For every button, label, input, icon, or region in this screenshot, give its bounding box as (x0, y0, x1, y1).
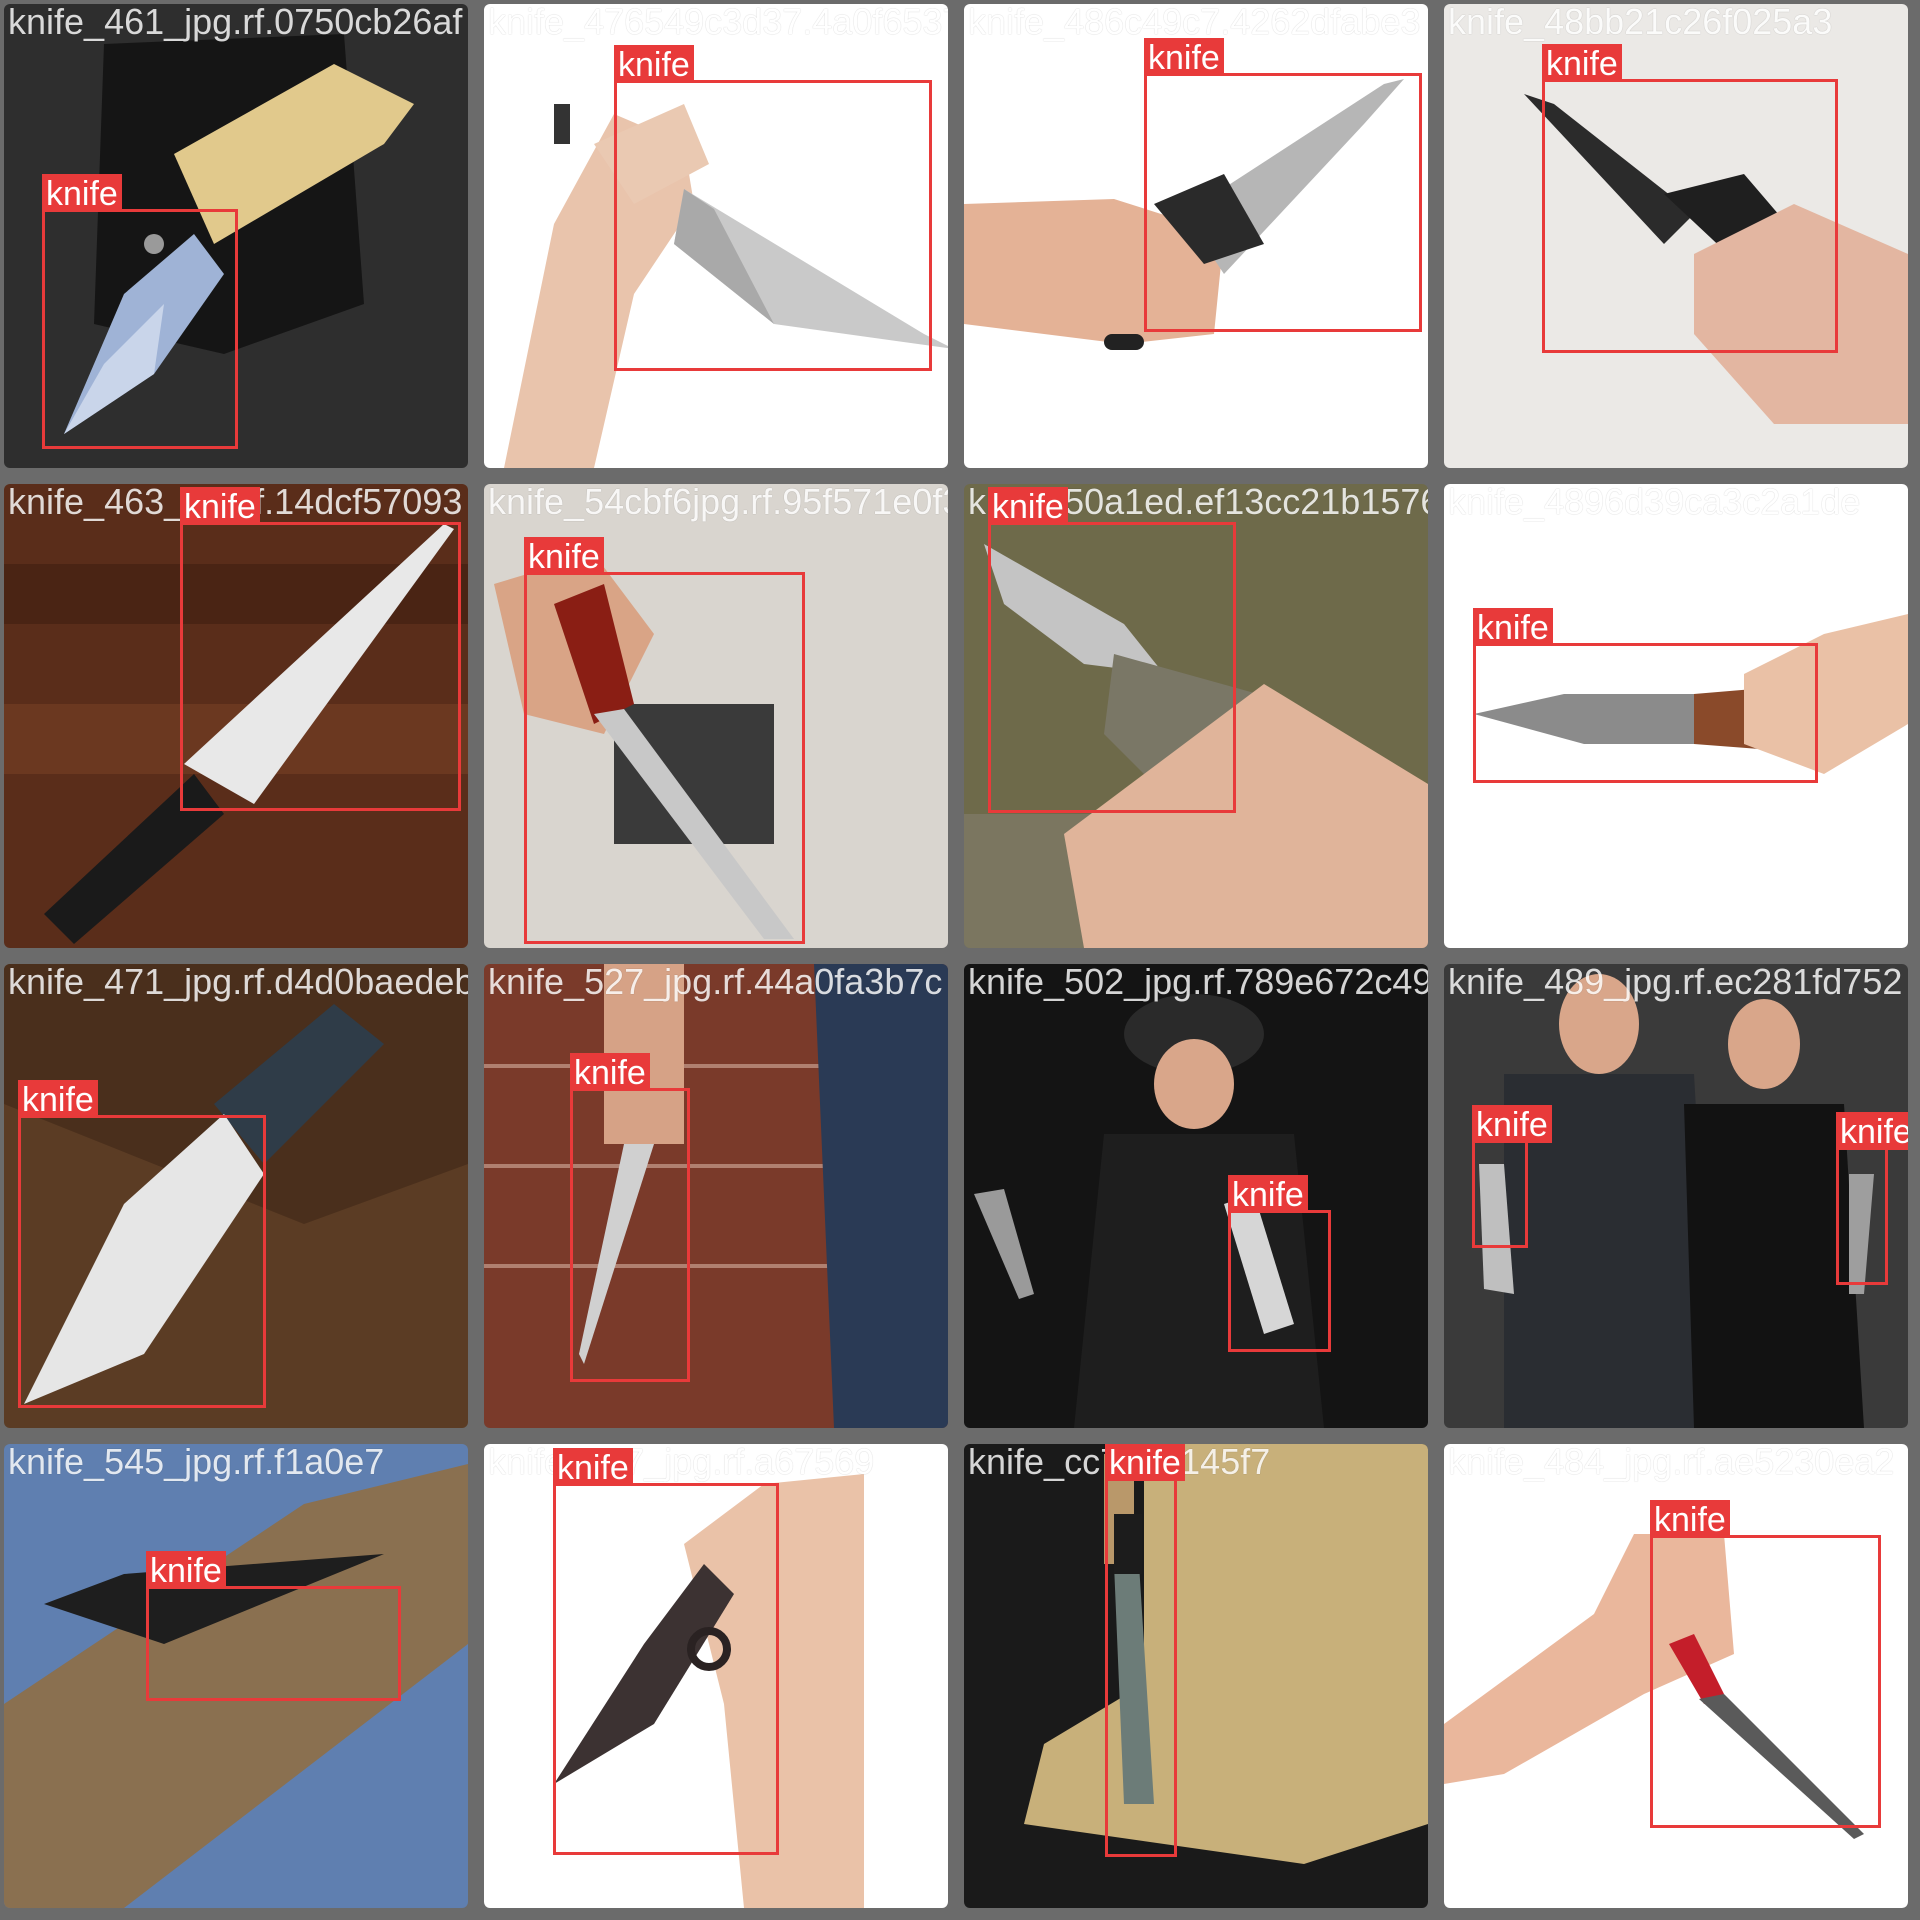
tile-filename: knife_476549c3d37.4a0f653710 (488, 4, 948, 42)
tile-16: knife_484_jpg.rf.ae5230ea2 knife (1444, 1444, 1908, 1908)
tile-filename: knife_545_jpg.rf.f1a0e7 (8, 1444, 385, 1482)
bounding-box: knife (570, 1053, 690, 1382)
tile-photo (4, 484, 468, 948)
bbox-label: knife (1473, 608, 1553, 647)
tile-2: knife_476549c3d37.4a0f653710 knife (484, 4, 948, 468)
photo-camo-folding-knife (964, 484, 1428, 948)
bounding-box: knife (1650, 1500, 1881, 1828)
tile-filename: knife_486c49c7.4262dfabe3 (968, 4, 1421, 42)
photo-bayonet-knife (964, 4, 1428, 468)
bounding-box: knife (1836, 1112, 1908, 1285)
tile-photo (1444, 484, 1908, 948)
tile-1: knife_461_jpg.rf.0750cb26af knife (4, 4, 468, 468)
tile-photo (964, 4, 1428, 468)
bbox-label: knife (524, 537, 604, 576)
tile-filename: knife_48bb21c26f025a3 (1448, 4, 1833, 42)
tile-photo (4, 964, 468, 1428)
bounding-box: knife (1473, 608, 1818, 783)
tile-10: knife_527_jpg.rf.44a0fa3b7c knife (484, 964, 948, 1428)
tile-photo (964, 964, 1428, 1428)
photo-butterfly-knife (484, 964, 948, 1428)
bbox-label: knife (1144, 38, 1224, 77)
tile-6: knife_54cbf6jpg.rf.95f571e0f35 knife (484, 484, 948, 948)
tile-8: knife_4896d39ca3c2a1de knife (1444, 484, 1908, 948)
tile-5: knife_463_jpg.rf.14dcf57093 knife (4, 484, 468, 948)
tile-photo (964, 484, 1428, 948)
bounding-box: knife (553, 1448, 779, 1855)
bbox-label: knife (1105, 1444, 1185, 1482)
bounding-box: knife (524, 537, 805, 944)
tile-14: knife_527_jpg.rf.a67569 knife (484, 1444, 948, 1908)
bounding-box: knife (1542, 44, 1838, 353)
photo-guard-knife (484, 1444, 948, 1908)
photo-horizontal-knife (1444, 484, 1908, 948)
photo-paracord-knife (484, 484, 948, 948)
bbox-label: knife (1228, 1175, 1308, 1214)
bbox-label: knife (1836, 1112, 1908, 1151)
tile-filename: knife_54cbf6jpg.rf.95f571e0f35 (488, 484, 948, 522)
tile-photo (964, 1444, 1428, 1908)
bounding-box: knife (180, 487, 461, 811)
tile-11: knife_502_jpg.rf.789e672c49 knife (964, 964, 1428, 1428)
bounding-box: knife (614, 45, 932, 371)
photo-kitchen-knife (484, 4, 948, 468)
bounding-box: knife (42, 174, 238, 449)
photo-hunting-knife (4, 964, 468, 1428)
tile-photo (484, 484, 948, 948)
tile-filename: knife_484_jpg.rf.ae5230ea2 (1448, 1444, 1895, 1482)
bbox-label: knife (988, 487, 1068, 526)
photo-finger-stab (964, 1444, 1428, 1908)
bounding-box: knife (1144, 38, 1422, 332)
bbox-label: knife (18, 1080, 98, 1119)
bounding-box: knife (18, 1080, 266, 1408)
photo-man-with-knives (964, 964, 1428, 1428)
bbox-label: knife (553, 1448, 633, 1487)
photo-handshake-knives (1444, 964, 1908, 1428)
tile-photo (484, 4, 948, 468)
tile-filename: knife_4896d39ca3c2a1de (1448, 484, 1861, 522)
bbox-label: knife (614, 45, 694, 84)
bbox-label: knife (1542, 44, 1622, 83)
bbox-label: knife (180, 487, 260, 526)
bounding-box: knife (988, 487, 1236, 813)
tile-13: knife_545_jpg.rf.f1a0e7 knife (4, 1444, 468, 1908)
bbox-label: knife (1650, 1500, 1730, 1539)
tile-filename: knife_461_jpg.rf.0750cb26af (8, 4, 463, 42)
bbox-label: knife (1472, 1105, 1552, 1144)
tile-12: knife_489_jpg.rf.ec281fd752 knife knife (1444, 964, 1908, 1428)
tile-15: knife_cc7bb5145f7 knife (964, 1444, 1428, 1908)
tile-filename: knife_471_jpg.rf.d4d0baedeb (8, 964, 468, 1002)
tile-3: knife_486c49c7.4262dfabe3 knife (964, 4, 1428, 468)
tile-photo (1444, 964, 1908, 1428)
bbox-label: knife (42, 174, 122, 213)
tile-photo (484, 964, 948, 1428)
bbox-label: knife (146, 1551, 226, 1590)
bounding-box: knife (146, 1551, 401, 1701)
tile-filename: knife_527_jpg.rf.a67569 (488, 1444, 875, 1482)
photo-folding-knife (4, 4, 468, 468)
photo-chef-knife (4, 484, 468, 948)
tile-filename: knife_489_jpg.rf.ec281fd752 (1448, 964, 1903, 1002)
bounding-box: knife (1472, 1105, 1552, 1248)
bbox-label: knife (570, 1053, 650, 1092)
tile-photo (484, 1444, 948, 1908)
tile-9: knife_471_jpg.rf.d4d0baedeb knife (4, 964, 468, 1428)
tile-filename: knife_502_jpg.rf.789e672c49 (968, 964, 1428, 1002)
tile-7: knife_50a1ed.ef13cc21b1576 knife (964, 484, 1428, 948)
tile-4: knife_48bb21c26f025a3 knife (1444, 4, 1908, 468)
tile-photo (4, 1444, 468, 1908)
tile-photo (4, 4, 468, 468)
tile-filename: knife_527_jpg.rf.44a0fa3b7c (488, 964, 943, 1002)
bounding-box: knife (1105, 1444, 1185, 1857)
photo-knife-on-tree (4, 1444, 468, 1908)
bounding-box: knife (1228, 1175, 1331, 1352)
